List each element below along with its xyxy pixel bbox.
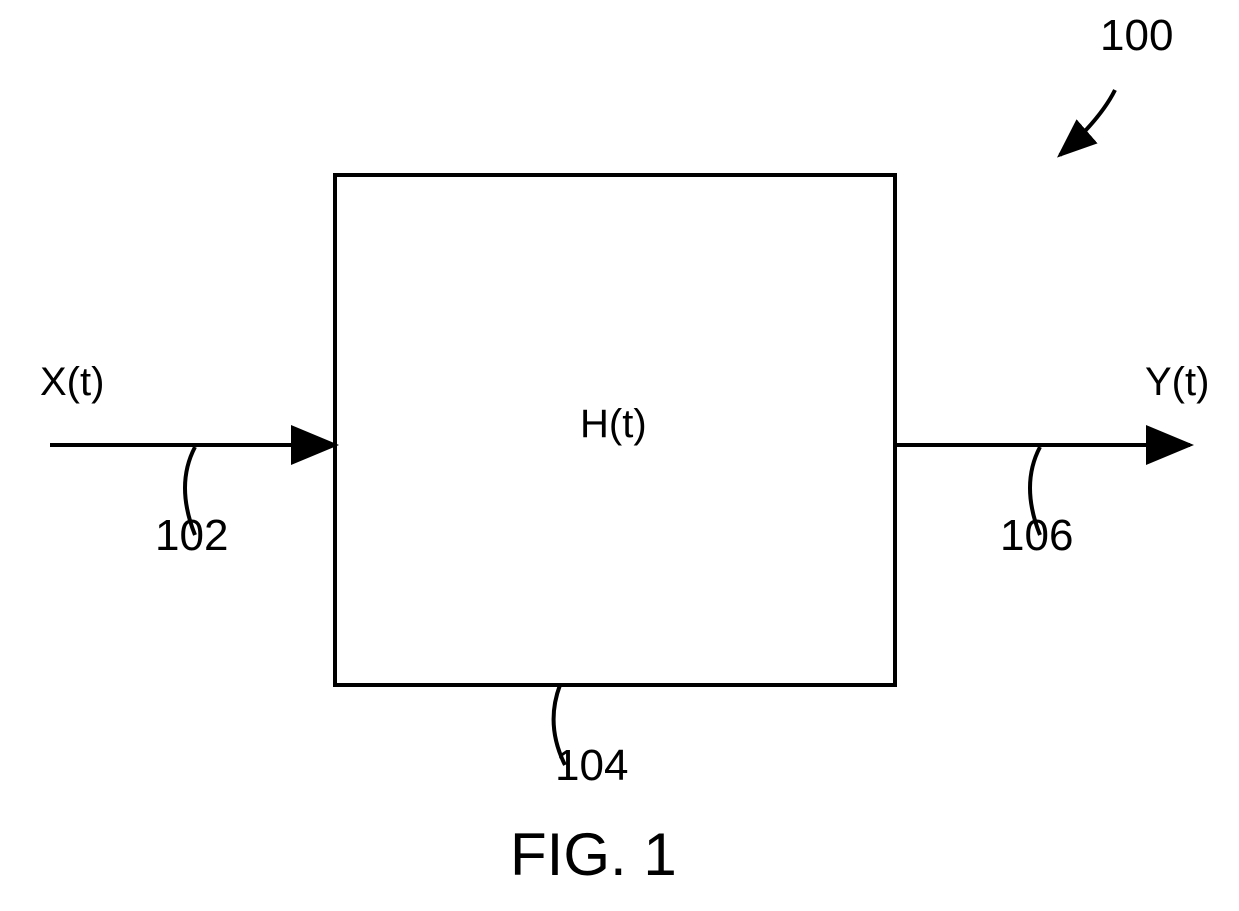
system-ref-label: 100 [1100, 11, 1173, 61]
output-ref-label: 106 [1000, 511, 1073, 561]
figure-caption: FIG. 1 [510, 820, 677, 889]
system-ref-leader [1060, 90, 1115, 155]
system-block-diagram: X(t) Y(t) H(t) 100 102 104 106 FIG. 1 [0, 0, 1239, 911]
block-label: H(t) [580, 402, 647, 447]
block-ref-label: 104 [555, 741, 628, 791]
input-ref-label: 102 [155, 511, 228, 561]
output-signal-label: Y(t) [1145, 360, 1209, 405]
input-signal-label: X(t) [40, 360, 104, 405]
